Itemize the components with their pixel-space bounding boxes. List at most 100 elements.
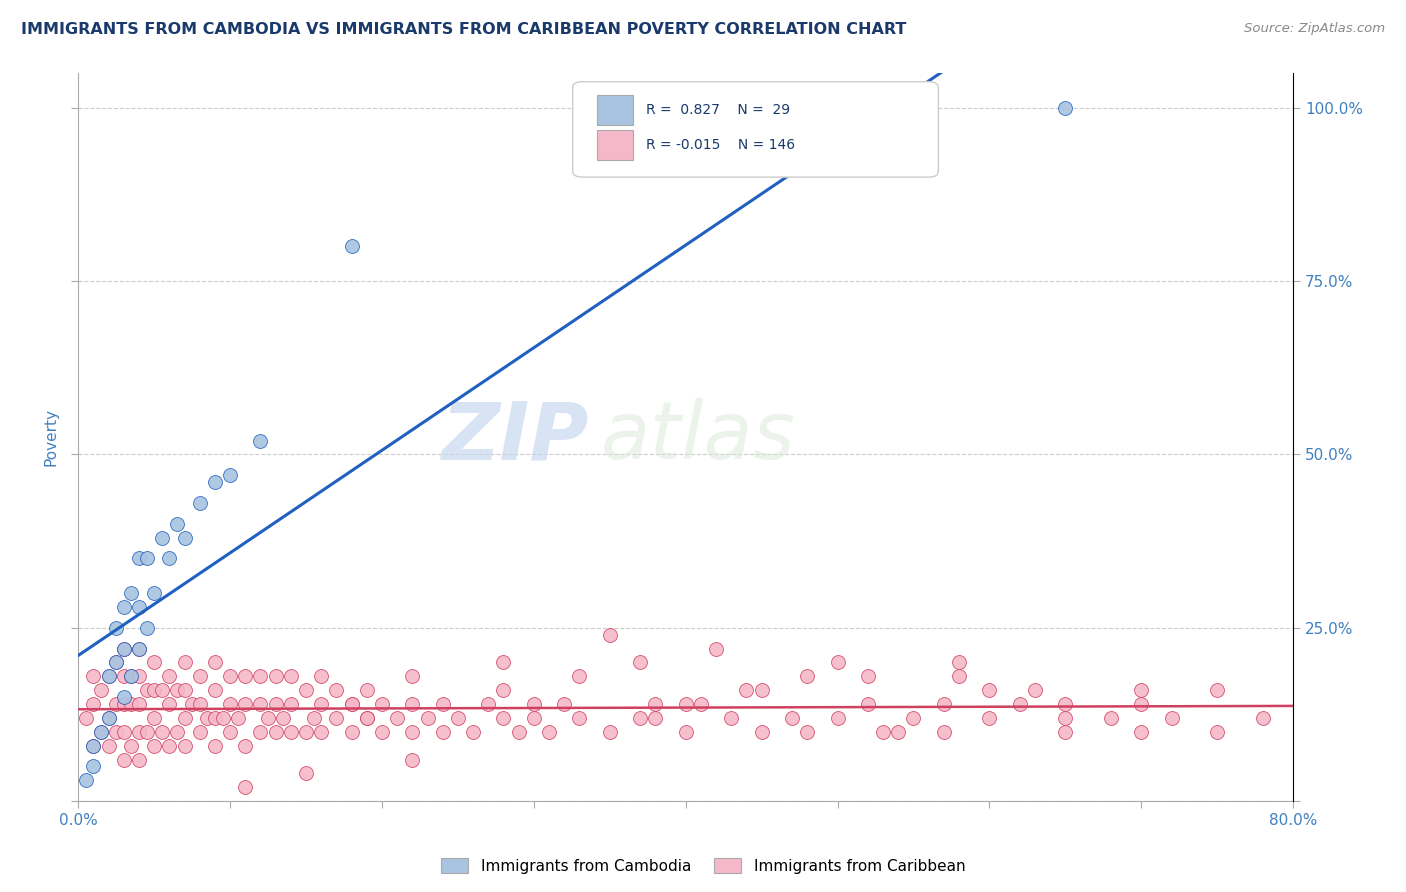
Point xyxy=(120,669,142,683)
Text: R = -0.015    N = 146: R = -0.015 N = 146 xyxy=(645,138,794,152)
Point xyxy=(112,641,135,656)
Point xyxy=(325,711,347,725)
Point xyxy=(492,711,515,725)
Point xyxy=(120,697,142,711)
Point xyxy=(340,697,363,711)
Point xyxy=(827,711,849,725)
Y-axis label: Poverty: Poverty xyxy=(44,408,58,466)
Point xyxy=(356,683,378,698)
Point xyxy=(128,669,150,683)
Point xyxy=(271,711,294,725)
Point xyxy=(264,724,287,739)
Point xyxy=(112,599,135,614)
Point xyxy=(173,739,195,753)
Point xyxy=(751,724,773,739)
Point xyxy=(340,239,363,253)
Point xyxy=(135,683,157,698)
Text: IMMIGRANTS FROM CAMBODIA VS IMMIGRANTS FROM CARIBBEAN POVERTY CORRELATION CHART: IMMIGRANTS FROM CAMBODIA VS IMMIGRANTS F… xyxy=(21,22,907,37)
Point xyxy=(401,697,423,711)
Point xyxy=(82,739,104,753)
Point xyxy=(280,669,302,683)
Point xyxy=(204,711,226,725)
Point xyxy=(932,697,955,711)
Point xyxy=(948,656,970,670)
Point xyxy=(599,724,621,739)
Point xyxy=(204,683,226,698)
Point xyxy=(97,711,120,725)
Point xyxy=(166,516,188,531)
Point xyxy=(523,697,546,711)
Point xyxy=(97,669,120,683)
Point xyxy=(128,697,150,711)
Point xyxy=(356,711,378,725)
Point xyxy=(143,656,166,670)
Point xyxy=(257,711,280,725)
Point xyxy=(135,621,157,635)
Point xyxy=(249,697,271,711)
Point xyxy=(932,724,955,739)
Point xyxy=(1054,724,1077,739)
Bar xyxy=(598,95,634,126)
Point xyxy=(173,683,195,698)
Point xyxy=(856,697,879,711)
Point xyxy=(204,739,226,753)
Point xyxy=(385,711,408,725)
Point xyxy=(112,669,135,683)
Point xyxy=(295,724,318,739)
Point xyxy=(751,683,773,698)
Point xyxy=(508,724,530,739)
Point xyxy=(1251,711,1274,725)
Point xyxy=(90,724,112,739)
Point xyxy=(188,496,211,510)
Point xyxy=(1008,697,1031,711)
Point xyxy=(219,468,242,483)
Point xyxy=(82,669,104,683)
Point xyxy=(280,697,302,711)
Text: R =  0.827    N =  29: R = 0.827 N = 29 xyxy=(645,103,790,117)
Point xyxy=(143,711,166,725)
Point xyxy=(309,669,332,683)
Point xyxy=(689,697,711,711)
Point xyxy=(704,641,727,656)
Point xyxy=(628,656,651,670)
Point xyxy=(644,697,666,711)
Point xyxy=(628,711,651,725)
Point xyxy=(477,697,499,711)
Point xyxy=(432,697,454,711)
Point xyxy=(371,724,394,739)
Point xyxy=(796,724,818,739)
Point xyxy=(188,697,211,711)
Point xyxy=(188,669,211,683)
Point xyxy=(204,475,226,490)
Point xyxy=(302,711,325,725)
Point xyxy=(1206,724,1229,739)
Point xyxy=(219,697,242,711)
Point xyxy=(264,697,287,711)
Point xyxy=(796,669,818,683)
Point xyxy=(105,621,128,635)
Point xyxy=(1054,697,1077,711)
Point xyxy=(105,656,128,670)
Point xyxy=(82,759,104,773)
Point xyxy=(143,586,166,600)
Bar xyxy=(598,129,634,161)
Point xyxy=(432,724,454,739)
Text: atlas: atlas xyxy=(600,398,796,476)
Point xyxy=(211,711,233,725)
Point xyxy=(492,683,515,698)
Point xyxy=(447,711,470,725)
Point xyxy=(204,656,226,670)
Point xyxy=(90,724,112,739)
Point xyxy=(120,739,142,753)
Point xyxy=(340,724,363,739)
Point xyxy=(90,683,112,698)
Point xyxy=(188,724,211,739)
Point xyxy=(112,724,135,739)
Point xyxy=(173,531,195,545)
Point xyxy=(416,711,439,725)
Point xyxy=(856,669,879,683)
Point xyxy=(1054,101,1077,115)
Point xyxy=(599,628,621,642)
Point xyxy=(1024,683,1046,698)
Point xyxy=(219,669,242,683)
